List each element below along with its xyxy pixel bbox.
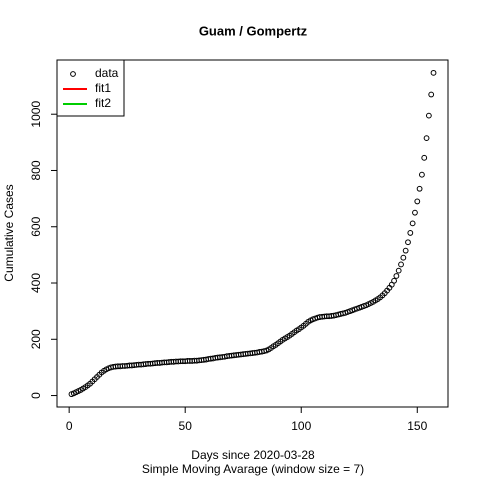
data-point bbox=[421, 154, 428, 161]
data-point bbox=[430, 69, 437, 76]
x-tick-label: 100 bbox=[291, 419, 311, 433]
data-point bbox=[402, 247, 409, 254]
data-point bbox=[416, 185, 423, 192]
legend-label: fit1 bbox=[95, 81, 111, 95]
y-tick-label: 0 bbox=[29, 392, 43, 399]
x-tick-label: 50 bbox=[179, 419, 193, 433]
data-point bbox=[393, 273, 400, 279]
y-tick-label: 1000 bbox=[29, 101, 43, 128]
data-point bbox=[425, 112, 432, 119]
data-point bbox=[391, 277, 397, 284]
data-point bbox=[398, 261, 404, 268]
x-tick-label: 0 bbox=[66, 419, 73, 433]
data-point bbox=[419, 171, 425, 178]
data-point bbox=[423, 135, 430, 142]
legend-label: data bbox=[95, 66, 119, 80]
x-axis-title: Days since 2020-03-28 bbox=[191, 448, 315, 462]
y-tick-label: 800 bbox=[29, 160, 43, 180]
legend-label: fit2 bbox=[95, 96, 111, 110]
y-tick-label: 200 bbox=[29, 329, 43, 349]
data-point bbox=[414, 198, 421, 205]
subtitle: Simple Moving Avarage (window size = 7) bbox=[142, 462, 364, 476]
chart-title: Guam / Gompertz bbox=[199, 23, 308, 38]
y-axis-title: Cumulative Cases bbox=[2, 184, 16, 281]
plot-box bbox=[56, 59, 449, 408]
y-tick-label: 400 bbox=[29, 273, 43, 293]
y-tick-label: 600 bbox=[29, 216, 43, 236]
data-point bbox=[409, 220, 416, 227]
data-point bbox=[395, 267, 402, 274]
data-point bbox=[405, 239, 411, 246]
data-point bbox=[428, 91, 435, 98]
data-point bbox=[407, 230, 414, 236]
x-tick-label: 150 bbox=[407, 419, 427, 433]
legend-symbol bbox=[70, 71, 76, 77]
data-point bbox=[400, 254, 407, 261]
data-point bbox=[412, 209, 418, 216]
